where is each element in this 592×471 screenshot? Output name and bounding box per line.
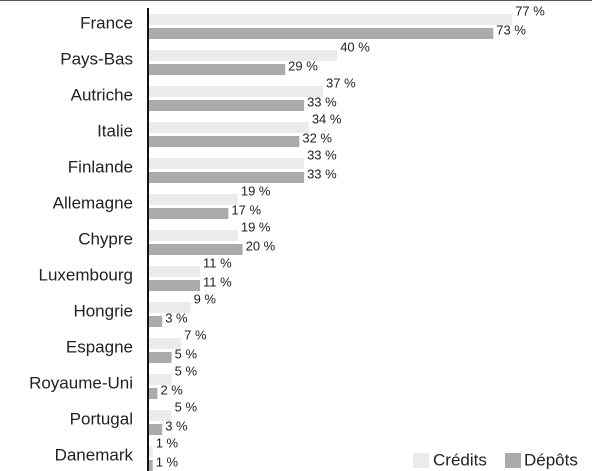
bar [148,158,305,169]
bar [148,244,243,255]
category-label: Autriche [71,85,133,104]
category-label: Danemark [55,445,134,464]
value-label: 37 % [326,75,356,90]
bar [148,388,158,399]
category-label: Luxembourg [38,265,133,284]
legend-label: Dépôts [524,450,578,469]
value-label: 5 % [175,363,198,378]
category-label: Hongrie [73,301,133,320]
bar [148,14,513,25]
bar [148,64,286,75]
value-label: 20 % [246,238,276,253]
category-label: Finlande [68,157,133,176]
legend-swatch [505,453,521,468]
category-label: Chypre [78,229,133,248]
value-label: 3 % [165,310,188,325]
bar [148,280,201,291]
category-label: France [80,13,133,32]
value-label: 5 % [175,346,198,361]
value-label: 3 % [165,418,188,433]
bar [148,230,238,241]
value-label: 73 % [496,22,526,37]
value-label: 19 % [241,183,271,198]
value-label: 5 % [175,399,198,414]
bar [148,50,338,61]
bar [148,338,182,349]
value-label: 1 % [156,454,179,469]
bar [148,266,201,277]
bar [148,122,309,133]
bar [148,352,172,363]
category-label: Italie [97,121,133,140]
category-label: Royaume-Uni [29,373,133,392]
bar [148,136,300,147]
value-label: 29 % [288,58,318,73]
bar [148,316,163,327]
bar [148,302,191,313]
bar [148,100,305,111]
value-label: 7 % [184,327,207,342]
category-label: Portugal [70,409,133,428]
bar [148,208,229,219]
bar [148,460,153,471]
value-label: 32 % [302,130,332,145]
bar [148,28,494,39]
value-label: 11 % [203,255,232,270]
value-label: 17 % [231,202,261,217]
bar [148,86,324,97]
value-label: 1 % [156,435,179,450]
value-label: 2 % [160,382,183,397]
value-label: 11 % [203,274,232,289]
value-label: 19 % [241,219,271,234]
bar [148,424,163,435]
bar [148,410,172,421]
bar [148,194,238,205]
value-label: 33 % [307,94,337,109]
category-label: Pays-Bas [60,49,133,68]
legend-label: Crédits [433,450,487,469]
value-label: 9 % [194,291,217,306]
category-label: Espagne [66,337,133,356]
legend-swatch [413,453,429,468]
value-label: 77 % [515,3,545,18]
value-label: 40 % [340,39,370,54]
bar [148,446,153,457]
value-label: 34 % [312,111,342,126]
value-label: 33 % [307,166,337,181]
bar [148,172,305,183]
category-label: Allemagne [53,193,133,212]
value-label: 33 % [307,147,337,162]
bar [148,374,172,385]
